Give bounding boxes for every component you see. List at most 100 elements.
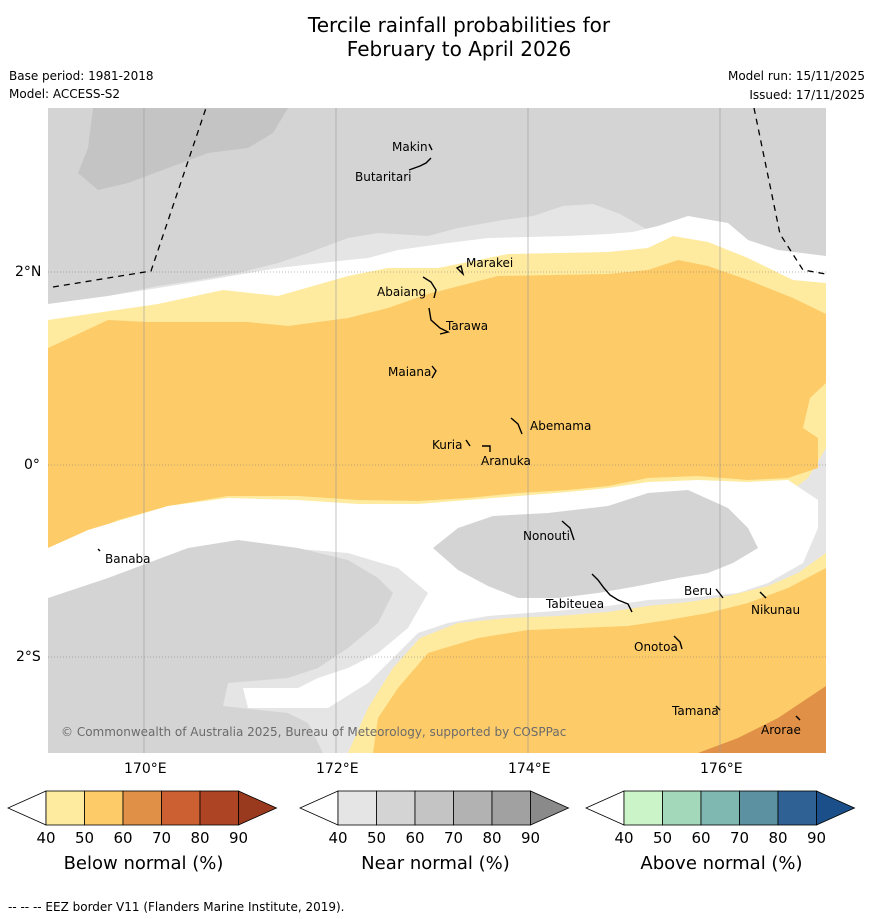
colorbar-arrow-low <box>7 790 47 826</box>
tarawa-island-shape <box>428 307 451 335</box>
arorae-island-shape <box>795 715 801 721</box>
map-title-line2: February to April 2026 <box>346 37 572 61</box>
abaiang-island-shape <box>422 276 437 299</box>
colorbar-tick-label: 40 <box>614 829 634 847</box>
island-label-aranuka: Aranuka <box>481 454 531 468</box>
colorbars <box>7 790 856 826</box>
colorbar-arrow-low <box>299 790 339 826</box>
colorbar-tick-label: 70 <box>729 829 750 847</box>
colorbar-segment <box>122 790 162 826</box>
colorbar-title-below: Below normal (%) <box>63 853 224 874</box>
colorbar-tick-label: 90 <box>806 829 827 847</box>
island-label-abemama: Abemama <box>530 419 592 433</box>
island-label-tamana: Tamana <box>672 704 719 718</box>
colorbar-above <box>585 790 856 826</box>
colorbar-tick-label: 50 <box>366 829 387 847</box>
island-label-nikunau: Nikunau <box>751 603 801 617</box>
aranuka-island-shape <box>482 445 491 452</box>
lon-label-176e: 176°E <box>700 761 743 777</box>
tamana-island-shape <box>715 705 721 711</box>
lat-label-2n: 2°N <box>15 264 42 280</box>
colorbar-title-near: Near normal (%) <box>361 853 510 874</box>
model-run: Model run: 15/11/2025 <box>727 69 865 83</box>
colorbar-tick-label: 40 <box>36 829 56 847</box>
colorbar-below <box>7 790 278 826</box>
colorbar-tick-label: 90 <box>520 829 541 847</box>
island-label-tarawa: Tarawa <box>446 319 489 333</box>
colorbar-title-above: Above normal (%) <box>640 853 803 874</box>
island-label-beru: Beru <box>684 584 713 598</box>
colorbar-arrow-high <box>530 790 570 826</box>
colorbar-tick-label: 50 <box>652 829 673 847</box>
colorbar-arrow-high <box>238 790 278 826</box>
island-label-tabiteuea: Tabiteuea <box>546 597 605 611</box>
colorbar-tick-label: 70 <box>443 829 464 847</box>
island-label-onotoa: Onotoa <box>634 640 678 654</box>
kuria-island-shape <box>465 439 471 447</box>
colorbar-tick-label: 40 <box>328 829 348 847</box>
colorbar-tick-label: 60 <box>405 829 425 847</box>
island-label-makin: Makin <box>392 140 428 154</box>
colorbar-segment <box>453 790 493 826</box>
issued-date: Issued: 17/11/2025 <box>749 88 865 102</box>
banaba-island-shape <box>97 548 101 552</box>
island-outlines <box>97 143 801 721</box>
near-normal-60-north <box>78 108 288 190</box>
island-label-nonouti: Nonouti <box>523 529 570 543</box>
below-normal-50-band <box>48 260 826 548</box>
colorbar-segment <box>337 790 377 826</box>
colorbar-tick-label: 90 <box>228 829 249 847</box>
colorbar-arrow-high <box>816 790 856 826</box>
island-label-butaritari: Butaritari <box>355 170 412 184</box>
eez-border-west <box>52 108 207 288</box>
beru-island-shape <box>715 588 724 599</box>
colorbar-tick-label: 80 <box>482 829 502 847</box>
colorbar-near <box>299 790 570 826</box>
colorbar-segment <box>84 790 124 826</box>
lat-label-0: 0° <box>24 457 40 473</box>
lon-label-172e: 172°E <box>316 761 359 777</box>
lon-label-170e: 170°E <box>124 761 167 777</box>
colorbar-segment <box>662 790 702 826</box>
lat-label-2s: 2°S <box>16 649 41 665</box>
butaritari-island-shape <box>408 157 432 171</box>
model-name: Model: ACCESS-S2 <box>9 87 121 101</box>
island-label-maiana: Maiana <box>388 365 432 379</box>
colorbar-tick-label: 80 <box>768 829 788 847</box>
maiana-island-shape <box>431 365 437 379</box>
near-normal-50-north <box>48 108 826 304</box>
abemama-island-shape <box>510 417 523 435</box>
forecast-map <box>48 108 826 753</box>
colorbar-segment <box>739 790 779 826</box>
nonouti-island-shape <box>561 520 575 541</box>
eez-footnote: -- -- -- EEZ border V11 (Flanders Marine… <box>8 900 345 914</box>
island-label-kuria: Kuria <box>432 438 463 452</box>
below-normal-50-south <box>373 568 826 753</box>
island-label-arorae: Arorae <box>761 723 801 737</box>
colorbar-tick-label: 60 <box>113 829 133 847</box>
colorbar-tick-label: 80 <box>190 829 210 847</box>
onotoa-island-shape <box>673 635 683 650</box>
island-label-marakei: Marakei <box>466 256 514 270</box>
colorbar-segment <box>700 790 740 826</box>
nikunau-island-shape <box>759 591 767 599</box>
colorbar-arrow-low <box>585 790 625 826</box>
colorbar-segment <box>376 790 416 826</box>
colorbar-segment <box>623 790 663 826</box>
colorbar-segment <box>199 790 239 826</box>
marakei-island-shape <box>455 264 465 277</box>
island-label-banaba: Banaba <box>105 552 151 566</box>
map-title-line1: Tercile rainfall probabilities for <box>307 13 611 37</box>
colorbar-tick-label: 70 <box>151 829 172 847</box>
below-normal-60-south <box>698 686 826 753</box>
copyright-notice: © Commonwealth of Australia 2025, Bureau… <box>61 725 567 739</box>
colorbar-segment <box>414 790 454 826</box>
colorbar-segment <box>491 790 531 826</box>
colorbar-segment <box>161 790 201 826</box>
colorbar-segment <box>777 790 817 826</box>
lon-label-174e: 174°E <box>508 761 551 777</box>
tabiteuea-island-shape <box>591 573 633 613</box>
island-label-abaiang: Abaiang <box>377 285 427 299</box>
colorbar-tick-label: 50 <box>74 829 95 847</box>
colorbar-segment <box>45 790 85 826</box>
